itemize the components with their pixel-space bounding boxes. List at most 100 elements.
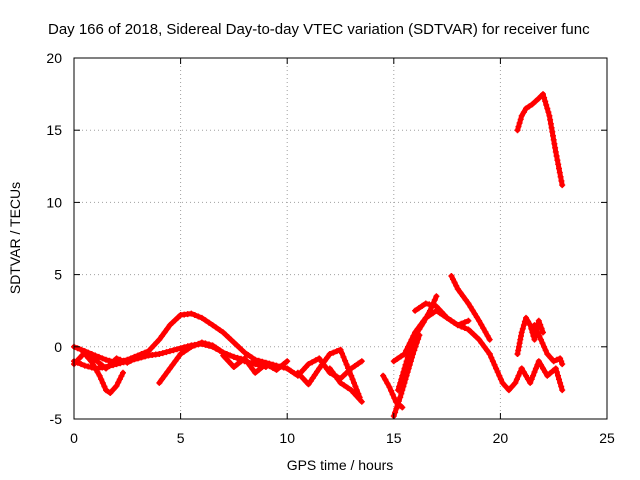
data-point-track-20 <box>540 91 546 98</box>
data-point-track-15 <box>480 325 487 332</box>
data-point-track-2 <box>166 348 173 355</box>
data-point-track-9 <box>329 369 336 376</box>
data-point-track-20 <box>517 116 524 123</box>
data-point-track-15 <box>469 307 476 314</box>
data-point-track-5 <box>124 359 131 366</box>
y-tick-label: 5 <box>54 267 62 283</box>
data-point-track-20 <box>554 157 561 164</box>
data-point-track-16 <box>515 372 522 379</box>
x-axis-label: GPS time / hours <box>287 457 394 473</box>
data-point-track-13 <box>401 351 408 357</box>
data-point-track-14 <box>419 302 426 309</box>
data-point-track-13 <box>476 336 483 343</box>
data-point-track-1 <box>206 319 212 326</box>
data-point-track-14 <box>451 319 458 326</box>
data-point-track-15 <box>454 286 461 292</box>
data-point-track-20 <box>544 105 551 112</box>
data-point-track-19 <box>558 358 565 365</box>
data-point-track-17 <box>531 336 538 343</box>
data-point-track-6 <box>266 363 273 370</box>
data-point-track-9 <box>334 376 341 383</box>
x-tick-label: 5 <box>177 430 185 446</box>
data-point-track-14 <box>458 320 465 327</box>
data-point-track-9 <box>326 365 333 372</box>
x-tick-label: 10 <box>279 430 295 446</box>
data-point-track-2 <box>174 346 180 353</box>
data-point-track-13 <box>481 343 488 350</box>
data-point-track-15 <box>451 279 458 286</box>
data-point-track-8 <box>340 354 347 361</box>
data-point-track-19 <box>539 340 546 347</box>
data-point-track-1 <box>156 336 163 343</box>
data-point-track-10 <box>382 376 389 383</box>
data-point-track-4 <box>202 340 209 347</box>
data-point-track-4 <box>230 353 237 360</box>
data-point-track-16 <box>512 379 519 386</box>
data-point-track-6 <box>262 361 269 368</box>
data-point-track-20 <box>545 109 552 116</box>
data-point-track-11 <box>398 390 405 397</box>
data-point-track-18 <box>558 383 565 390</box>
data-point-track-12 <box>401 365 408 372</box>
data-point-track-18 <box>532 365 539 372</box>
data-point-track-6 <box>241 355 248 362</box>
data-point-track-6 <box>238 358 244 365</box>
data-point-track-14 <box>461 319 468 326</box>
data-point-track-13 <box>478 340 485 347</box>
data-point-track-15 <box>457 289 464 296</box>
data-point-track-20 <box>553 153 560 159</box>
data-point-track-7 <box>355 360 362 367</box>
data-point-track-7 <box>312 357 319 364</box>
y-tick-label: -5 <box>50 411 63 427</box>
data-point-track-18 <box>531 369 538 376</box>
chart-title: Day 166 of 2018, Sidereal Day-to-day VTE… <box>48 21 590 38</box>
data-point-track-10 <box>384 380 391 387</box>
data-point-track-14 <box>422 300 429 307</box>
data-point-track-7 <box>287 367 294 374</box>
data-point-track-7 <box>284 365 291 372</box>
grid <box>74 58 607 419</box>
data-point-track-8 <box>314 368 320 375</box>
data-point-track-20 <box>532 98 539 105</box>
data-point-track-20 <box>559 182 566 189</box>
data-point-track-19 <box>557 355 564 362</box>
data-point-track-4 <box>213 344 220 351</box>
data-point-track-17 <box>540 329 546 336</box>
data-point-track-9 <box>332 372 339 379</box>
data-point-track-11 <box>397 394 404 401</box>
data-point-track-6 <box>222 355 229 362</box>
data-point-track-5 <box>81 349 88 356</box>
data-point-track-15 <box>471 310 478 317</box>
data-point-track-20 <box>557 173 564 180</box>
plot-frame <box>73 57 608 420</box>
data-point-track-13 <box>408 336 415 343</box>
data-point-track-19 <box>536 333 543 339</box>
data-point-track-6 <box>249 366 256 373</box>
data-point-track-4 <box>181 348 188 355</box>
data-point-track-1 <box>195 313 202 320</box>
data-point-track-4 <box>234 354 241 361</box>
data-point-track-13 <box>394 355 401 362</box>
data-point-track-20 <box>556 165 562 172</box>
data-point-track-14 <box>429 302 436 309</box>
data-point-track-16 <box>497 376 504 383</box>
x-tick-label: 25 <box>599 430 615 446</box>
data-point-track-13 <box>484 347 491 354</box>
data-point-track-17 <box>538 325 545 332</box>
data-point-track-17 <box>535 317 542 324</box>
data-point-track-16 <box>491 361 498 368</box>
data-point-track-16 <box>488 354 495 361</box>
data-point-track-1 <box>248 354 255 361</box>
data-point-track-5 <box>131 355 138 362</box>
data-point-track-2 <box>159 350 166 357</box>
data-point-track-17 <box>520 322 527 329</box>
y-tick-label: 15 <box>46 122 62 138</box>
data-point-track-17 <box>523 314 529 321</box>
data-point-track-20 <box>518 112 525 119</box>
data-point-track-12 <box>403 358 410 365</box>
data-point-track-1 <box>188 310 195 317</box>
data-point-track-19 <box>559 361 566 368</box>
data-point-track-8 <box>305 381 312 388</box>
data-point-track-12 <box>400 369 407 376</box>
data-point-track-16 <box>505 387 512 394</box>
